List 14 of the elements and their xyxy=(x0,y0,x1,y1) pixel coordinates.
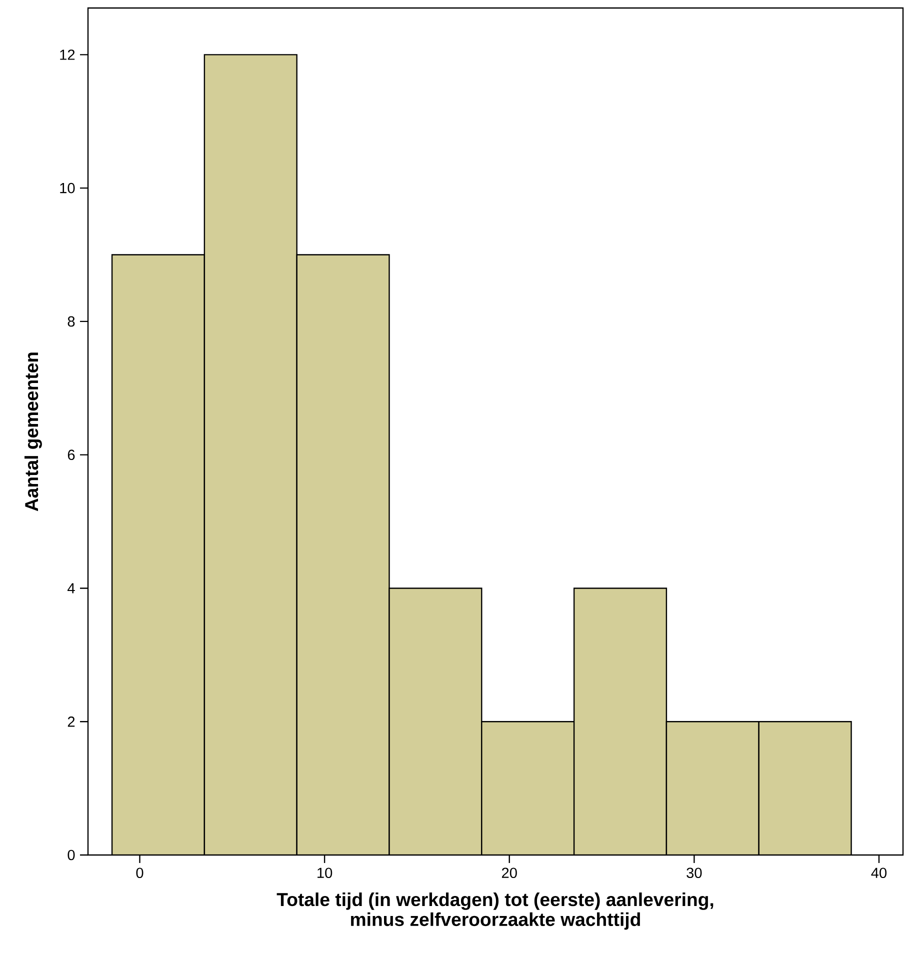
y-tick-label: 12 xyxy=(60,50,75,60)
y-tick-label: 10 xyxy=(60,182,75,194)
y-tick-label: 0 xyxy=(68,850,75,860)
y-axis-title: Aantal gemeenten xyxy=(24,352,42,512)
x-tick-label: 10 xyxy=(318,868,332,878)
y-tick-label: 4 xyxy=(68,583,75,594)
x-tick-label: 40 xyxy=(871,868,887,878)
y-tick-label: 8 xyxy=(68,316,75,327)
x-tick-label: 20 xyxy=(502,868,517,878)
x-tick-label: 30 xyxy=(686,868,702,878)
x-tick-label: 0 xyxy=(136,868,144,878)
y-tick-label: 6 xyxy=(68,450,75,460)
y-tick-label: 2 xyxy=(68,716,75,727)
x-axis-title: Totale tijd (in werkdagen) tot (eerste) aanlevering, minus zelfveroorzaakte wachttijd xyxy=(276,892,714,930)
